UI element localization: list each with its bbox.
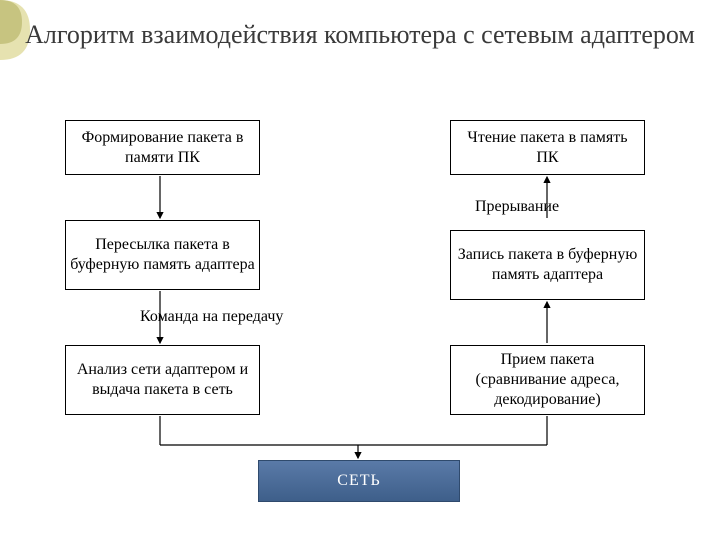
connectors <box>0 0 720 540</box>
